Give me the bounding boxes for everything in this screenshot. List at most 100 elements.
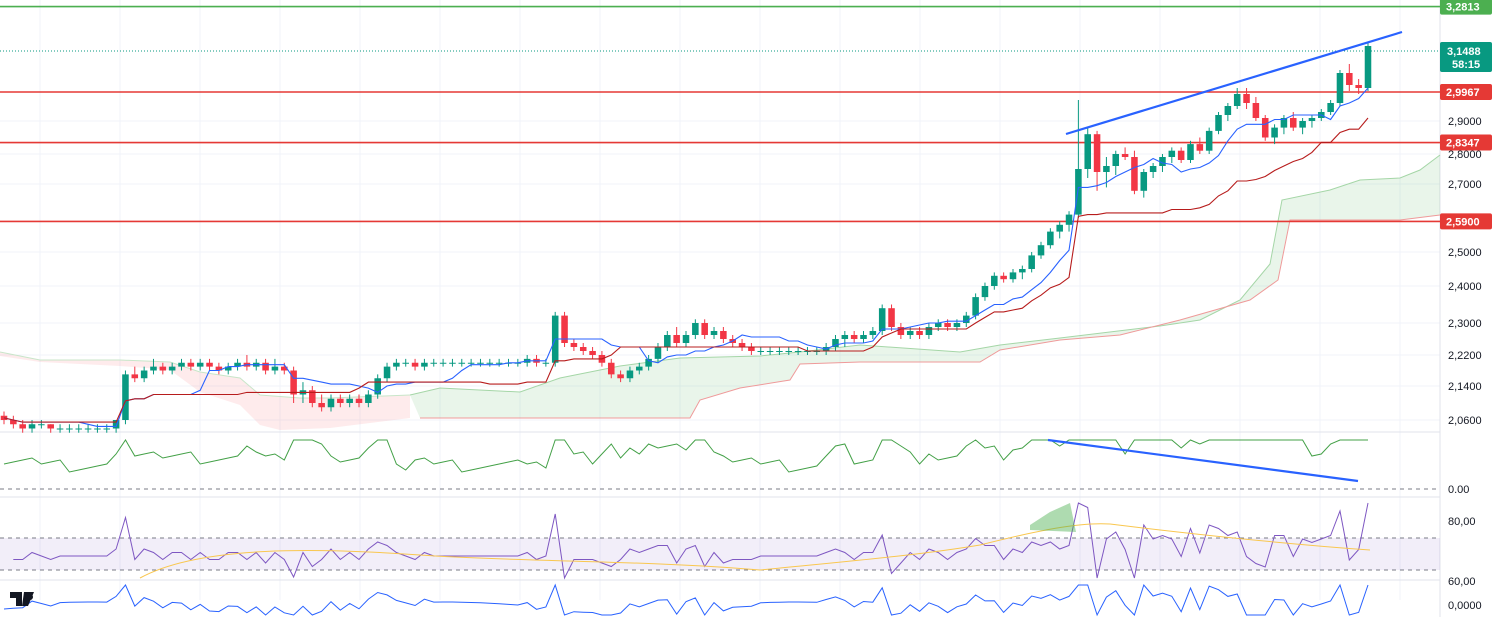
candle-body[interactable]	[542, 362, 550, 364]
candle-body[interactable]	[47, 424, 54, 429]
candle-body[interactable]	[692, 323, 699, 335]
candle-body[interactable]	[944, 323, 951, 327]
candle-body[interactable]	[1075, 169, 1082, 215]
candle-body[interactable]	[972, 297, 979, 316]
candle-body[interactable]	[1084, 134, 1091, 169]
candle-body[interactable]	[1140, 172, 1148, 191]
candle-body[interactable]	[1131, 157, 1138, 191]
candle-body[interactable]	[1271, 127, 1278, 138]
candle-body[interactable]	[963, 315, 970, 323]
candle-body[interactable]	[290, 370, 297, 395]
candle-body[interactable]	[1196, 144, 1204, 151]
candle-body[interactable]	[561, 315, 568, 343]
candle-body[interactable]	[365, 394, 372, 404]
candle-body[interactable]	[1056, 224, 1063, 232]
candle-body[interactable]	[1355, 85, 1362, 88]
candle-body[interactable]	[766, 351, 774, 352]
candle-body[interactable]	[140, 370, 148, 379]
candle-body[interactable]	[1252, 103, 1260, 118]
candle-body[interactable]	[953, 323, 961, 327]
candle-body[interactable]	[196, 362, 204, 367]
candle-body[interactable]	[309, 390, 316, 403]
candle-body[interactable]	[1000, 275, 1007, 280]
candle-body[interactable]	[1280, 118, 1288, 128]
candle-body[interactable]	[495, 362, 503, 364]
candle-body[interactable]	[94, 428, 101, 430]
candle-body[interactable]	[934, 323, 942, 327]
candle-body[interactable]	[449, 362, 456, 364]
candle-body[interactable]	[906, 331, 914, 335]
candle-body[interactable]	[38, 424, 45, 426]
candle-body[interactable]	[607, 362, 615, 375]
candle-body[interactable]	[776, 351, 783, 352]
candle-body[interactable]	[738, 343, 746, 347]
candle-body[interactable]	[1168, 150, 1176, 157]
candle-body[interactable]	[458, 362, 466, 364]
candle-body[interactable]	[271, 366, 279, 371]
candle-body[interactable]	[112, 420, 120, 429]
candle-body[interactable]	[636, 366, 643, 371]
candle-body[interactable]	[1224, 106, 1232, 115]
candle-body[interactable]	[1103, 166, 1110, 172]
candle-body[interactable]	[841, 335, 849, 339]
candle-body[interactable]	[281, 366, 288, 371]
candle-body[interactable]	[1233, 94, 1241, 106]
candle-body[interactable]	[1149, 166, 1157, 172]
candle-body[interactable]	[654, 347, 662, 359]
candle-body[interactable]	[411, 362, 419, 367]
candle-body[interactable]	[860, 335, 867, 339]
candle-body[interactable]	[318, 403, 325, 408]
candle-body[interactable]	[626, 370, 634, 379]
candle-body[interactable]	[1159, 157, 1166, 166]
candle-body[interactable]	[393, 362, 400, 367]
candle-body[interactable]	[224, 366, 232, 371]
candle-body[interactable]	[187, 362, 195, 367]
price-trend-line[interactable]	[1065, 30, 1403, 136]
candle-body[interactable]	[701, 323, 708, 335]
candle-body[interactable]	[168, 366, 176, 371]
candle-body[interactable]	[1037, 245, 1045, 256]
candle-body[interactable]	[439, 362, 447, 364]
candle-body[interactable]	[215, 366, 223, 371]
candle-body[interactable]	[916, 331, 923, 335]
candle-body[interactable]	[579, 347, 587, 351]
candle-body[interactable]	[122, 374, 129, 420]
candle-body[interactable]	[477, 362, 484, 364]
candle-body[interactable]	[1065, 214, 1073, 225]
candle-body[interactable]	[421, 362, 428, 367]
candle-body[interactable]	[1177, 150, 1185, 160]
candle-body[interactable]	[75, 428, 83, 430]
candle-body[interactable]	[1187, 144, 1194, 160]
candle-body[interactable]	[757, 351, 765, 352]
candle-body[interactable]	[159, 366, 167, 371]
candle-body[interactable]	[1327, 103, 1334, 112]
candle-body[interactable]	[748, 347, 755, 351]
candle-body[interactable]	[869, 331, 877, 335]
candle-body[interactable]	[850, 335, 858, 339]
candle-body[interactable]	[785, 351, 793, 352]
candle-body[interactable]	[56, 428, 64, 430]
candle-body[interactable]	[720, 331, 727, 339]
candle-body[interactable]	[1121, 154, 1129, 157]
candle-body[interactable]	[794, 351, 802, 352]
candle-body[interactable]	[1047, 231, 1054, 246]
candle-body[interactable]	[355, 398, 363, 403]
candle-body[interactable]	[178, 362, 185, 367]
candle-body[interactable]	[262, 362, 269, 371]
candle-body[interactable]	[1336, 73, 1344, 103]
candle-body[interactable]	[337, 398, 344, 403]
candle-body[interactable]	[645, 358, 652, 367]
candle-body[interactable]	[925, 327, 933, 335]
candle-body[interactable]	[28, 424, 36, 429]
candle-body[interactable]	[673, 335, 680, 343]
candle-body[interactable]	[103, 428, 111, 430]
candle-body[interactable]	[1028, 255, 1035, 269]
candle-body[interactable]	[878, 308, 886, 331]
candle-body[interactable]	[897, 327, 905, 335]
candle-body[interactable]	[206, 362, 213, 367]
candle-body[interactable]	[1308, 118, 1316, 121]
candle-body[interactable]	[374, 378, 381, 395]
candle-body[interactable]	[1299, 121, 1306, 128]
candle-body[interactable]	[664, 335, 671, 347]
